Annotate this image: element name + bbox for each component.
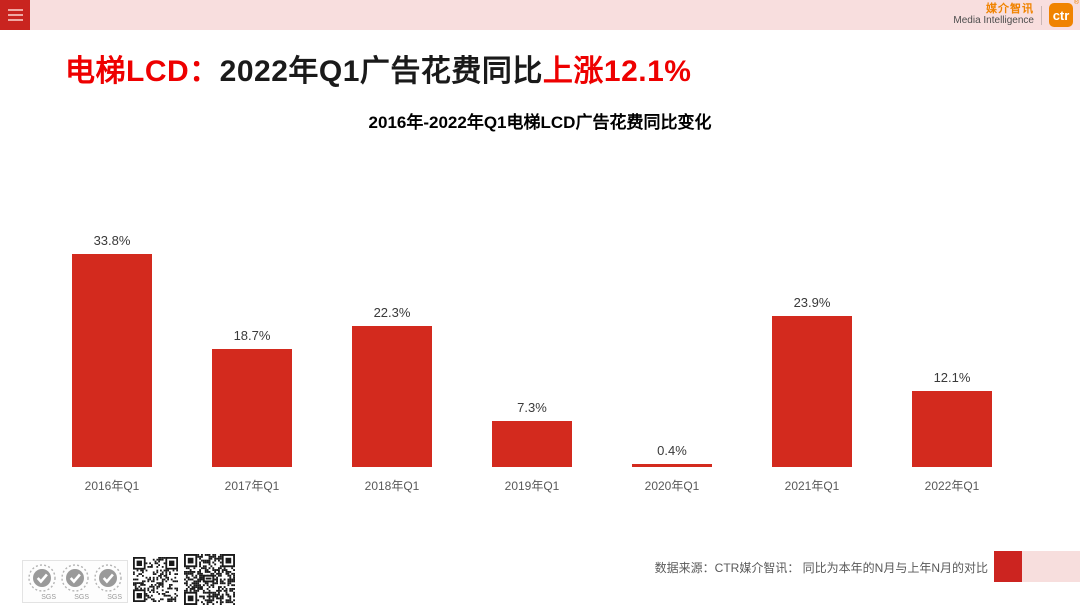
trademark-symbol: ® xyxy=(1073,0,1079,6)
category-label: 2017年Q1 xyxy=(224,479,280,493)
brand-name-en: Media Intelligence xyxy=(953,14,1034,26)
sgs-logo-icon: SGS xyxy=(94,564,122,600)
bar-column: 12.1% xyxy=(882,254,1022,467)
svg-text:SGS: SGS xyxy=(107,594,122,600)
brand-logo: 媒介智讯 Media Intelligence ctr ® xyxy=(953,0,1079,27)
bar-2020年Q1 xyxy=(632,464,712,467)
qr-code-icon xyxy=(133,557,178,602)
x-axis-category-labels: 2016年Q1 2017年Q1 2018年Q1 2019年Q1 2020年Q1 2021年… xyxy=(42,477,1022,494)
brand-name-cn: 媒介智讯 xyxy=(986,2,1034,15)
qr-code-icon xyxy=(184,554,235,605)
sgs-logo-icon: SGS xyxy=(28,564,56,600)
bar-value-label: 23.9% xyxy=(793,295,831,310)
chart-title: 2016年-2022年Q1电梯LCD广告花费同比变化 xyxy=(368,113,712,132)
bar-2018年Q1 xyxy=(352,326,432,467)
bar-2017年Q1 xyxy=(212,349,292,467)
sgs-logo-icon: SGS xyxy=(61,564,89,600)
category-label: 2019年Q1 xyxy=(504,479,560,493)
bar-value-label: 33.8% xyxy=(93,233,131,248)
ctr-logo-icon: ctr ® xyxy=(1049,0,1079,27)
bar-column: 18.7% xyxy=(182,254,322,467)
category-label: 2018年Q1 xyxy=(364,479,420,493)
bar-value-label: 22.3% xyxy=(373,305,411,320)
header-band xyxy=(0,0,1080,30)
bar-2022年Q1 xyxy=(912,391,992,467)
bar-2021年Q1 xyxy=(772,316,852,467)
sgs-certification-logos: SGS SGS SGS xyxy=(22,560,128,603)
logo-divider xyxy=(1041,5,1042,25)
brand-logo-text: 媒介智讯 Media Intelligence xyxy=(953,2,1034,26)
footer-accent-block-pink xyxy=(1022,551,1080,582)
footer-accent-block-red xyxy=(994,551,1022,582)
page-title: 电梯LCD：2022年Q1广告花费同比上涨12.1% xyxy=(65,46,692,90)
bar-column: 33.8% xyxy=(42,233,182,467)
bar-column: 22.3% xyxy=(322,254,462,467)
svg-text:SGS: SGS xyxy=(41,594,56,600)
bar-value-label: 12.1% xyxy=(933,370,971,385)
bar-chart: 33.8% 18.7% 22.3% 7.3% 0.4% 23.9% 12.1% xyxy=(42,233,1022,467)
category-label: 2021年Q1 xyxy=(784,479,840,493)
bar-column: 7.3% xyxy=(462,254,602,467)
category-label: 2020年Q1 xyxy=(644,479,700,493)
page-title-body: 2022年Q1广告花费同比 xyxy=(219,55,543,88)
category-label: 2016年Q1 xyxy=(84,479,140,493)
category-label: 2022年Q1 xyxy=(924,479,980,493)
page-title-prefix: 电梯LCD： xyxy=(65,55,220,88)
bar-value-label: 7.3% xyxy=(517,400,547,415)
svg-text:SGS: SGS xyxy=(74,594,89,600)
bar-2019年Q1 xyxy=(492,421,572,467)
bar-column: 23.9% xyxy=(742,254,882,467)
data-source-note: 数据来源：CTR媒介智讯： 同比为本年的N月与上年N月的对比 xyxy=(654,561,988,575)
bar-value-label: 0.4% xyxy=(657,443,687,458)
bar-value-label: 18.7% xyxy=(233,328,271,343)
bar-column: 0.4% xyxy=(602,254,742,467)
ctr-logo-mark: ctr xyxy=(1052,7,1070,23)
hamburger-menu-button[interactable] xyxy=(0,0,30,30)
bar-2016年Q1 xyxy=(72,254,152,467)
page-title-highlight: 上涨12.1% xyxy=(542,55,692,88)
